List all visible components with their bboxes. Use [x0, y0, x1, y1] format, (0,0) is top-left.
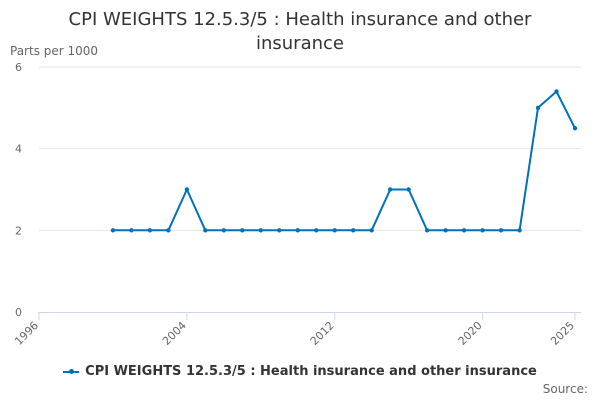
data-point[interactable] [369, 228, 374, 233]
legend-label: CPI WEIGHTS 12.5.3/5 : Health insurance … [85, 364, 537, 379]
legend[interactable]: CPI WEIGHTS 12.5.3/5 : Health insurance … [0, 364, 600, 379]
y-tick-label: 2 [15, 224, 22, 237]
data-point[interactable] [387, 187, 393, 192]
data-point[interactable] [572, 126, 578, 131]
data-point[interactable] [535, 105, 541, 111]
y-tick-label: 6 [15, 61, 22, 74]
data-point[interactable] [295, 228, 300, 233]
source-label: Source: [542, 382, 588, 396]
data-point[interactable] [184, 187, 190, 192]
data-point[interactable] [110, 228, 116, 233]
data-point[interactable] [480, 228, 485, 233]
data-point[interactable] [203, 228, 208, 233]
data-point[interactable] [258, 228, 263, 233]
data-point[interactable] [424, 228, 430, 233]
data-point[interactable] [166, 228, 171, 233]
x-tick-label: 2025 [548, 319, 577, 348]
data-point[interactable] [498, 228, 504, 233]
grid-lines [39, 66, 581, 231]
data-point[interactable] [240, 228, 245, 233]
data-point[interactable] [147, 228, 153, 233]
data-point[interactable] [443, 228, 448, 233]
y-tick-label: 4 [15, 143, 22, 156]
x-tick-label: 2012 [308, 319, 337, 348]
data-point[interactable] [332, 228, 337, 233]
chart-title: CPI WEIGHTS 12.5.3/5 : Health insurance … [68, 9, 532, 54]
data-point[interactable] [129, 228, 134, 233]
data-point[interactable] [461, 228, 467, 233]
data-point[interactable] [406, 187, 411, 192]
series-layer [110, 89, 578, 233]
series-line [112, 90, 576, 232]
x-tick-label: 2020 [456, 319, 485, 348]
data-point[interactable] [314, 228, 319, 233]
data-point[interactable] [517, 228, 522, 233]
data-point[interactable] [554, 89, 559, 94]
x-tick-label: 2004 [160, 319, 189, 348]
axes: 0 2 4 6 1996 2004 2012 2020 2025 [12, 61, 581, 348]
data-point[interactable] [277, 228, 282, 233]
y-tick-label: 0 [15, 306, 22, 319]
data-point[interactable] [351, 228, 356, 233]
y-axis-label: Parts per 1000 [10, 44, 99, 58]
x-tick-label: 1996 [12, 319, 41, 348]
data-point[interactable] [221, 228, 227, 233]
legend-swatch [63, 368, 80, 374]
